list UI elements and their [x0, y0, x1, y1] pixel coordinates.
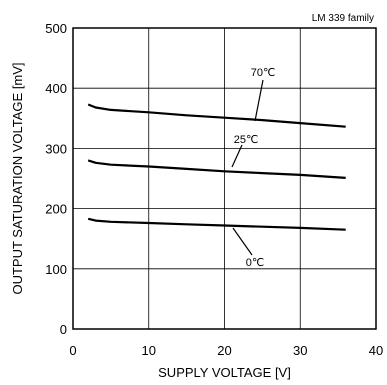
y-tick-label: 300: [45, 141, 67, 156]
series-label: 0℃: [246, 257, 264, 269]
plot-frame: [72, 27, 377, 330]
series-line: [87, 159, 346, 179]
series-leader-line: [232, 227, 253, 256]
series-label-leaders: [231, 79, 264, 256]
grid: [73, 28, 376, 329]
series-leader-line: [254, 79, 264, 122]
y-tick-label: 200: [45, 202, 67, 217]
x-tick-label: 10: [142, 343, 156, 358]
series-line: [87, 103, 346, 128]
series-labels: 70℃ 25℃ 0℃: [234, 67, 276, 269]
x-tick-label: 30: [293, 343, 307, 358]
x-tick-label: 20: [217, 343, 231, 358]
series-lines: [87, 103, 346, 231]
series-label: 70℃: [251, 67, 276, 79]
y-tick-label: 0: [60, 322, 67, 337]
x-tick-label: 0: [69, 343, 76, 358]
y-axis-title: OUTPUT SATURATION VOLTAGE [mV]: [10, 62, 25, 294]
chart-annotation: LM 339 family: [312, 13, 374, 24]
y-tick-label: 500: [45, 21, 67, 36]
series-label: 25℃: [234, 134, 259, 146]
series-leader-line: [231, 144, 243, 168]
x-tick-label: 40: [369, 343, 383, 358]
x-axis-title: SUPPLY VOLTAGE [V]: [158, 365, 291, 380]
y-tick-label: 400: [45, 81, 67, 96]
series-line: [87, 217, 346, 231]
y-tick-label: 100: [45, 262, 67, 277]
